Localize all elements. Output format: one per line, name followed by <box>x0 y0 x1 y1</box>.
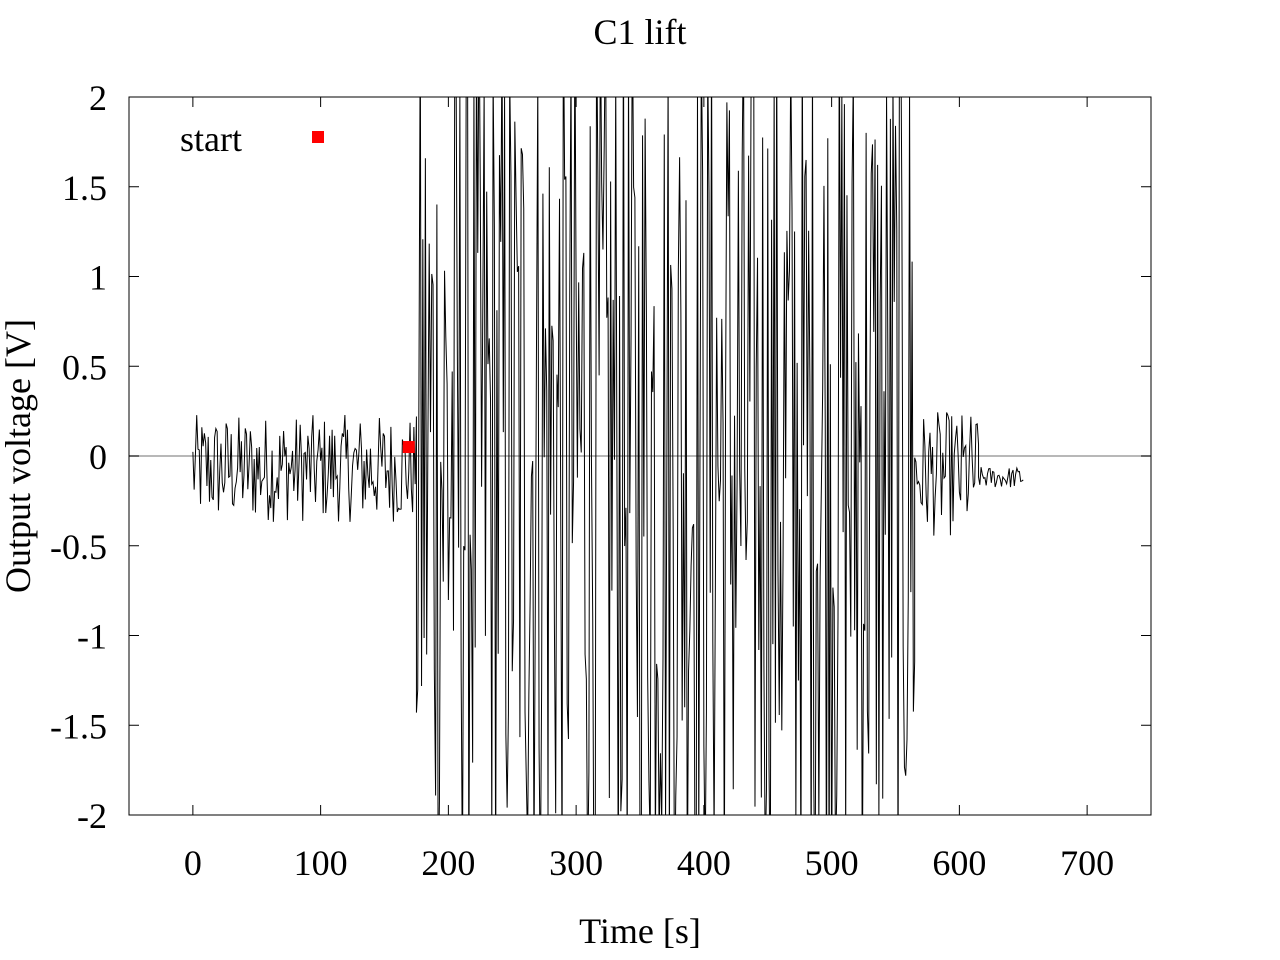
y-tick-label: -0.5 <box>50 527 107 567</box>
y-axis-label: Output voltage [V] <box>0 319 38 593</box>
y-tick-label: 1.5 <box>62 168 107 208</box>
y-tick-label: 0.5 <box>62 347 107 387</box>
x-tick-label: 100 <box>294 843 348 883</box>
series-line <box>192 97 1024 815</box>
y-tick-label: -1.5 <box>50 706 107 746</box>
x-tick-label: 200 <box>421 843 475 883</box>
start-marker <box>402 441 415 454</box>
x-axis-label: Time [s] <box>579 911 701 951</box>
plot-area <box>129 97 1151 815</box>
legend: start <box>180 119 324 159</box>
legend-marker-start <box>312 131 324 143</box>
legend-label-start: start <box>180 119 242 159</box>
chart-title: C1 lift <box>593 12 686 52</box>
x-tick-label: 600 <box>932 843 986 883</box>
y-tick-label: -2 <box>77 796 107 836</box>
y-axis: 2 1.5 1 0.5 0 -0.5 -1 -1.5 -2 <box>50 78 1151 836</box>
x-tick-label: 700 <box>1060 843 1114 883</box>
x-tick-label: 500 <box>805 843 859 883</box>
y-tick-label: -1 <box>77 617 107 657</box>
y-tick-label: 2 <box>89 78 107 118</box>
x-tick-label: 0 <box>184 843 202 883</box>
x-axis: 0 100 200 300 400 500 600 700 <box>184 97 1114 883</box>
x-tick-label: 300 <box>549 843 603 883</box>
y-tick-label: 0 <box>89 437 107 477</box>
x-tick-label: 400 <box>677 843 731 883</box>
y-tick-label: 1 <box>89 258 107 298</box>
